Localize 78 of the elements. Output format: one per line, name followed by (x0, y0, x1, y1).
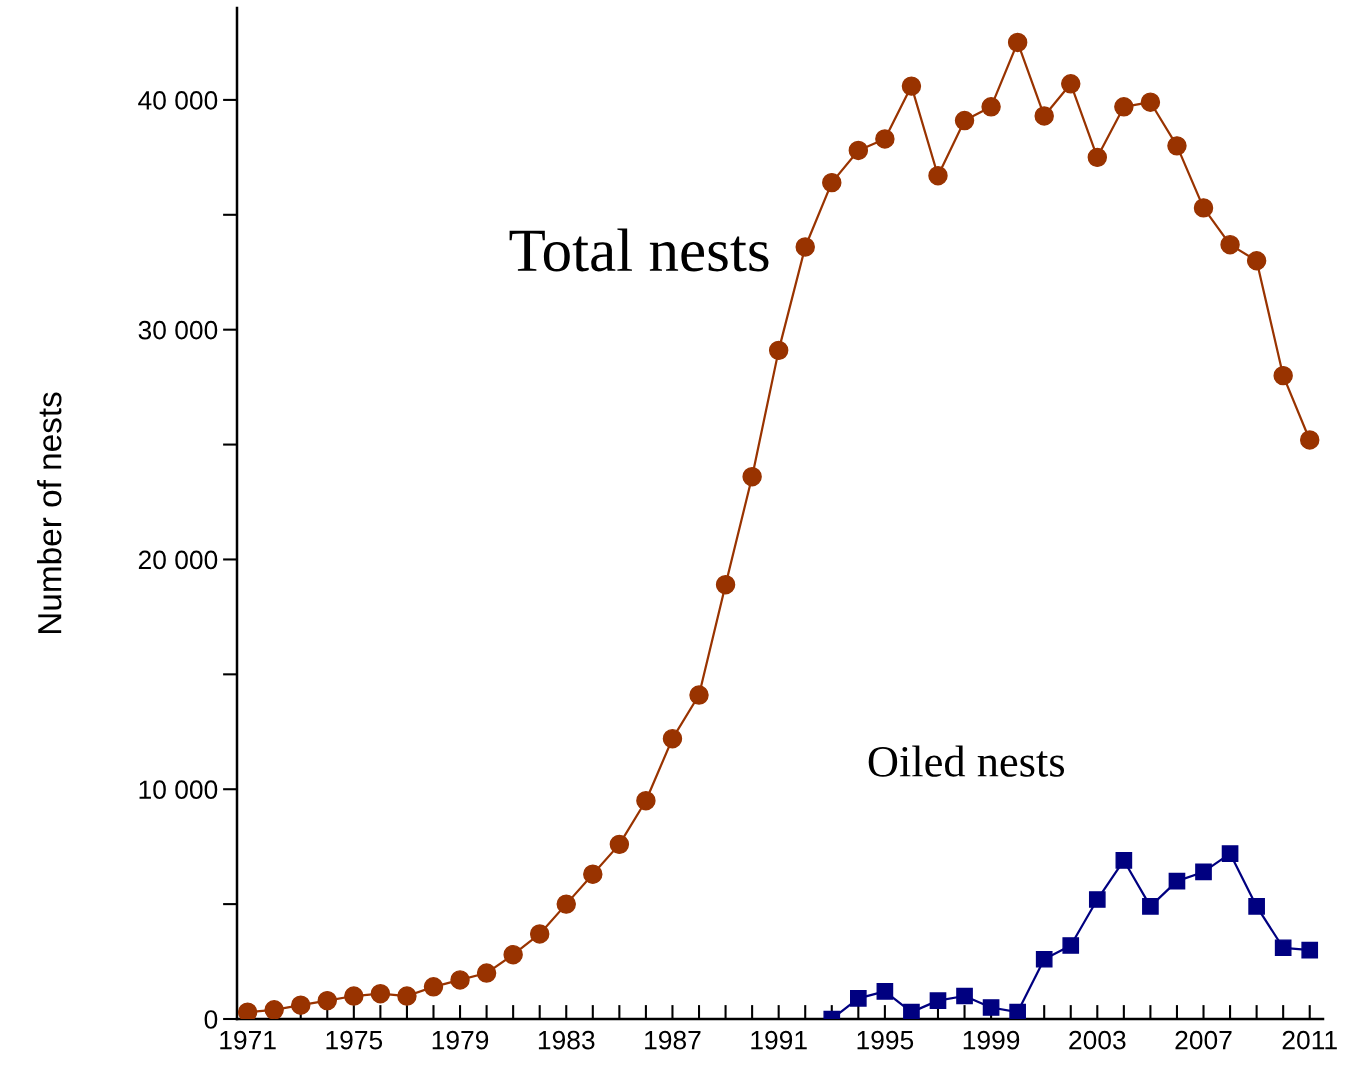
point (1221, 845, 1239, 862)
point (1142, 898, 1159, 915)
point (609, 834, 630, 855)
point (876, 983, 894, 1000)
point (1246, 251, 1267, 271)
point (689, 685, 709, 705)
point (450, 970, 470, 990)
point (636, 790, 656, 811)
point (1248, 898, 1265, 915)
x-tick-label: 1979 (432, 1030, 489, 1050)
point (583, 864, 603, 884)
point (982, 999, 1000, 1016)
point (503, 944, 523, 965)
point (1088, 891, 1106, 908)
x-tick-label: 2003 (1069, 1030, 1126, 1050)
point (903, 1003, 920, 1019)
point (1274, 939, 1292, 957)
point (556, 894, 576, 914)
y-tick-label: 0 (204, 1010, 218, 1029)
point (397, 986, 417, 1006)
y-tick-label: 40 000 (138, 91, 218, 110)
point (768, 340, 789, 361)
point (529, 924, 550, 944)
point (1007, 32, 1028, 53)
y-tick-label: 30 000 (138, 320, 218, 340)
point (1114, 97, 1134, 117)
point (875, 129, 895, 149)
x-tick-label: 2011 (1282, 1030, 1337, 1050)
point (929, 992, 947, 1009)
point (954, 110, 975, 131)
point (981, 97, 1001, 117)
point (662, 728, 683, 749)
x-tick-label: 1995 (857, 1030, 914, 1050)
x-tick-label: 1971 (220, 1030, 276, 1050)
point (822, 172, 842, 193)
x-tick-label: 1987 (645, 1030, 701, 1050)
point (1195, 863, 1212, 881)
point (1220, 234, 1240, 255)
point (1034, 106, 1054, 126)
point (1062, 937, 1080, 954)
point (956, 987, 973, 1005)
point (1087, 147, 1108, 168)
point (237, 1002, 258, 1019)
point (291, 995, 311, 1015)
point (1009, 1003, 1026, 1019)
text: Oiled nests (868, 745, 1065, 777)
point (715, 575, 736, 595)
point (1193, 198, 1214, 218)
point (848, 140, 869, 161)
series-label: Total nests (509, 228, 769, 272)
point (1167, 136, 1187, 156)
point (423, 977, 444, 997)
point (1035, 950, 1053, 968)
y-axis-title: Number of nests (37, 392, 62, 634)
point (1301, 941, 1319, 959)
point (795, 237, 815, 257)
point (1273, 365, 1293, 386)
point (1140, 92, 1161, 112)
point (1300, 430, 1320, 450)
point (317, 990, 338, 1011)
y-tick-label: 20 000 (138, 550, 218, 570)
point (1061, 74, 1081, 94)
point (849, 989, 867, 1007)
point (1168, 872, 1186, 890)
point (370, 984, 391, 1004)
x-tick-label: 2007 (1175, 1030, 1232, 1050)
point (742, 467, 762, 487)
point (928, 166, 948, 186)
x-tick-label: 1999 (963, 1030, 1020, 1050)
point (264, 1000, 284, 1019)
x-tick-label: 1983 (538, 1030, 595, 1050)
point (1115, 852, 1133, 869)
y-tick-label: 10 000 (139, 780, 218, 800)
x-tick-label: 1975 (326, 1030, 383, 1050)
point (476, 963, 497, 983)
x-tick-label: 1991 (751, 1030, 807, 1050)
point (344, 986, 364, 1006)
point (901, 76, 922, 96)
